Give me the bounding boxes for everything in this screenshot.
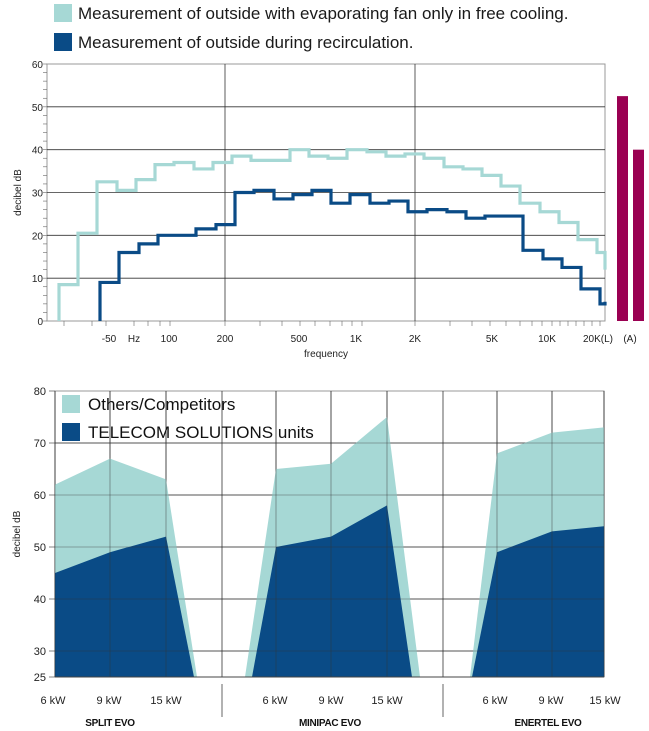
y-tick-label: 50 xyxy=(34,542,46,554)
x-tick-label: 200 xyxy=(217,334,234,345)
area-telecom-minipac-evo xyxy=(252,505,412,677)
y-tick-label: 60 xyxy=(34,490,46,502)
x-tick-label: 2K xyxy=(409,334,422,345)
y-tick-label: 40 xyxy=(32,146,44,157)
y-tick-label: 80 xyxy=(34,386,46,398)
x-tick-label: (A) xyxy=(623,334,636,345)
a-weighted-bar-free-cooling xyxy=(617,96,628,321)
x-tick-label: Hz xyxy=(128,334,140,345)
group-label: SPLIT EVO xyxy=(85,718,135,729)
legend-label: Measurement of outside with evaporating … xyxy=(78,4,569,23)
series-recirculation-line xyxy=(98,188,607,321)
legend-swatch-dark xyxy=(54,33,72,51)
y-axis-title: decibel dB xyxy=(12,510,23,557)
legend-item-recirculation: Measurement of outside during recirculat… xyxy=(54,33,413,53)
x-tick-label: 15 kW xyxy=(589,695,621,707)
y-tick-label: 30 xyxy=(34,646,46,658)
a-weighted-bar-recirculation xyxy=(633,149,644,321)
y-tick-label: 20 xyxy=(32,231,44,242)
y-tick-label: 10 xyxy=(32,274,44,285)
x-tick-label: 9 kW xyxy=(538,695,564,707)
legend-swatch-others xyxy=(62,395,80,413)
area-telecom-enertel-evo xyxy=(472,526,604,677)
x-tick-label: -50 xyxy=(102,334,117,345)
x-tick-label: 20K(L) xyxy=(583,334,613,345)
x-tick-label: 6 kW xyxy=(262,695,288,707)
y-tick-label: 25 xyxy=(34,672,46,684)
y-tick-label: 40 xyxy=(34,594,46,606)
x-tick-label: 6 kW xyxy=(40,695,66,707)
x-tick-label: 6 kW xyxy=(482,695,508,707)
x-axis-title: frequency xyxy=(304,349,348,360)
x-tick-label: 15 kW xyxy=(371,695,403,707)
x-tick-label: 9 kW xyxy=(318,695,344,707)
y-tick-label: 30 xyxy=(32,189,44,200)
legend-swatch-telecom xyxy=(62,423,80,441)
x-tick-label: 9 kW xyxy=(96,695,122,707)
y-tick-label: 0 xyxy=(37,317,43,328)
legend-label-telecom: TELECOM SOLUTIONS units xyxy=(88,423,314,442)
legend-label-others: Others/Competitors xyxy=(88,395,235,414)
group-label: MINIPAC EVO xyxy=(299,718,362,729)
y-axis-title: decibel dB xyxy=(13,169,24,216)
legend-label: Measurement of outside during recirculat… xyxy=(78,33,414,52)
y-tick-label: 70 xyxy=(34,438,46,450)
y-tick-label: 50 xyxy=(32,103,44,114)
legend-item-free-cooling: Measurement of outside with evaporating … xyxy=(54,4,568,24)
x-tick-label: 100 xyxy=(161,334,178,345)
x-tick-label: 500 xyxy=(291,334,308,345)
series-free-cooling-line xyxy=(57,148,607,321)
legend-swatch-light xyxy=(54,4,72,22)
x-tick-label: 1K xyxy=(350,334,363,345)
x-tick-label: 15 kW xyxy=(150,695,182,707)
x-tick-label: 5K xyxy=(486,334,499,345)
group-label: ENERTEL EVO xyxy=(514,718,582,729)
x-tick-label: 10K xyxy=(538,334,556,345)
y-tick-label: 60 xyxy=(32,60,44,71)
area-telecom-split-evo xyxy=(55,536,194,677)
